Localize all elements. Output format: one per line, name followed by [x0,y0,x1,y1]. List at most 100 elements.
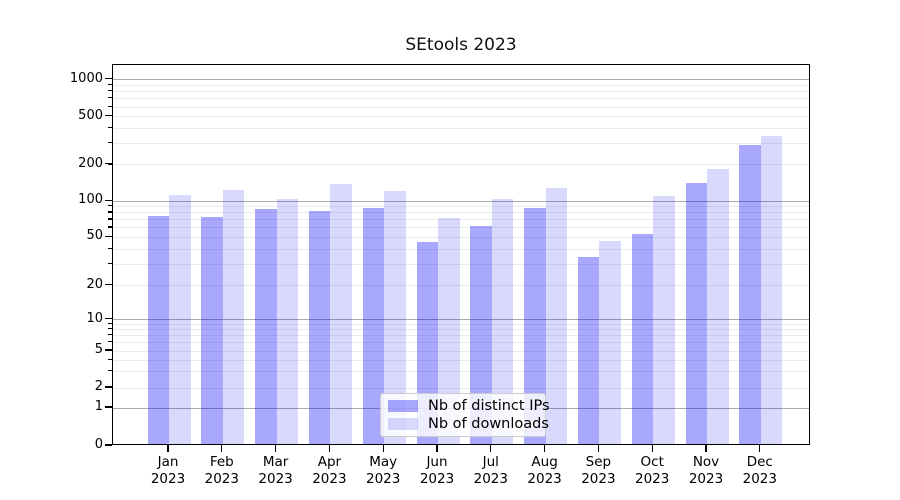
x-tick-label-apr: Apr 2023 [297,454,361,488]
bar-nb-of-distinct-ips-nov [685,182,707,444]
gridline-minor-200 [113,164,809,166]
y-minortick-80 [108,211,112,213]
y-tick-label-20: 20 [86,276,103,292]
y-minortick-30 [108,262,112,264]
y-minortick-300 [108,142,112,144]
x-tick-year-aug: 2023 [527,470,562,487]
x-tick-label-sep: Sep 2023 [566,454,630,488]
x-tick-year-nov: 2023 [688,470,724,487]
y-tick-1000 [105,78,112,80]
x-tick-dec [759,445,761,452]
y-minortick-5 [108,349,112,351]
bar-nb-of-downloads-apr [330,183,352,444]
y-minortick-40 [108,247,112,249]
x-tick-year-dec: 2023 [742,470,777,487]
x-tick-label-nov: Nov 2023 [674,454,738,488]
gridline-minor-3 [113,371,809,373]
bar-nb-of-distinct-ips-oct [631,234,654,444]
y-minortick-50 [108,235,112,238]
gridline-minor-9 [113,323,809,325]
y-minortick-6 [108,341,112,343]
x-tick-month-apr: Apr [317,454,342,470]
y-minortick-3 [108,370,112,372]
x-tick-year-apr: 2023 [312,470,347,487]
gridline-minor-400 [113,128,809,129]
gridline-minor-6 [113,342,809,344]
y-minortick-700 [108,97,112,99]
x-tick-label-jun: Jun 2023 [405,454,469,488]
x-tick-year-sep: 2023 [581,470,616,487]
x-tick-label-oct: Oct 2023 [620,454,684,488]
gridline-minor-70 [113,219,809,221]
y-tick-label-50: 50 [86,228,103,244]
gridline-minor-8 [113,329,809,331]
x-tick-nov [705,445,707,452]
x-tick-month-jul: Jul [482,454,499,470]
gridline-minor-40 [113,248,809,250]
bar-nb-of-distinct-ips-jul [470,225,492,444]
gridline-minor-50 [113,236,809,238]
legend-swatch-downloads-icon [388,418,418,430]
y-tick-label-200: 200 [78,155,103,171]
gridline-minor-7 [113,335,809,337]
x-tick-label-mar: Mar 2023 [244,454,308,488]
bar-nb-of-downloads-jan [169,195,191,444]
gridline-minor-20 [113,285,809,286]
bar-nb-of-downloads-feb [222,189,245,444]
y-minortick-500 [108,115,112,117]
bar-nb-of-downloads-aug [545,188,568,444]
gridline-major-1000 [113,79,809,81]
x-tick-month-nov: Nov [692,454,720,470]
gridline-minor-4 [113,359,809,361]
y-tick-label-2: 2 [94,379,103,394]
y-minortick-90 [108,205,112,207]
x-tick-year-feb: 2023 [204,470,239,487]
x-tick-month-feb: Feb [209,454,234,470]
bar-nb-of-distinct-ips-apr [308,210,331,444]
gridline-minor-800 [113,91,809,93]
legend-row-downloads: Nb of downloads [388,416,549,432]
bar-nb-of-distinct-ips-mar [255,209,277,444]
gridline-minor-80 [113,212,809,214]
y-tick-1 [105,406,112,408]
bar-nb-of-downloads-oct [653,195,675,444]
x-tick-month-dec: Dec [746,454,773,470]
y-minortick-7 [108,334,112,336]
y-tick-label-0: 0 [94,437,103,452]
y-tick-0 [105,444,112,446]
x-tick-month-may: May [369,454,398,470]
x-tick-jun [436,445,438,452]
bar-nb-of-distinct-ips-may [362,207,385,444]
y-minortick-900 [108,83,112,85]
y-tick-label-10: 10 [86,310,103,326]
y-tick-label-500: 500 [78,107,103,123]
y-tick-100 [105,199,112,201]
bar-nb-of-distinct-ips-sep [577,257,600,444]
x-tick-label-dec: Dec 2023 [728,454,792,488]
gridline-major-100 [113,200,809,202]
bar-nb-of-downloads-dec [760,136,783,444]
legend-row-distinct-ips: Nb of distinct IPs [388,398,550,414]
x-tick-jan [167,445,169,452]
legend-label-downloads: Nb of downloads [428,416,549,432]
x-tick-year-jul: 2023 [473,470,508,487]
bar-nb-of-downloads-jul [491,199,514,444]
x-tick-label-jan: Jan 2023 [136,454,200,488]
y-tick-10 [105,317,112,320]
legend-label-distinct-ips: Nb of distinct IPs [428,398,550,414]
x-tick-apr [328,445,330,452]
chart-title: SEtools 2023 [405,35,517,55]
y-tick-label-1000: 1000 [69,70,103,86]
bar-nb-of-distinct-ips-dec [739,145,761,444]
x-tick-year-oct: 2023 [635,470,670,487]
gridline-minor-60 [113,227,809,229]
x-tick-jul [490,445,492,452]
bar-nb-of-downloads-sep [599,240,621,444]
x-tick-feb [221,445,223,452]
x-tick-label-jul: Jul 2023 [459,454,523,488]
legend: Nb of distinct IPs Nb of downloads [380,393,550,437]
y-minortick-2 [108,386,112,388]
y-minortick-8 [108,328,112,330]
x-tick-month-oct: Oct [640,454,664,470]
